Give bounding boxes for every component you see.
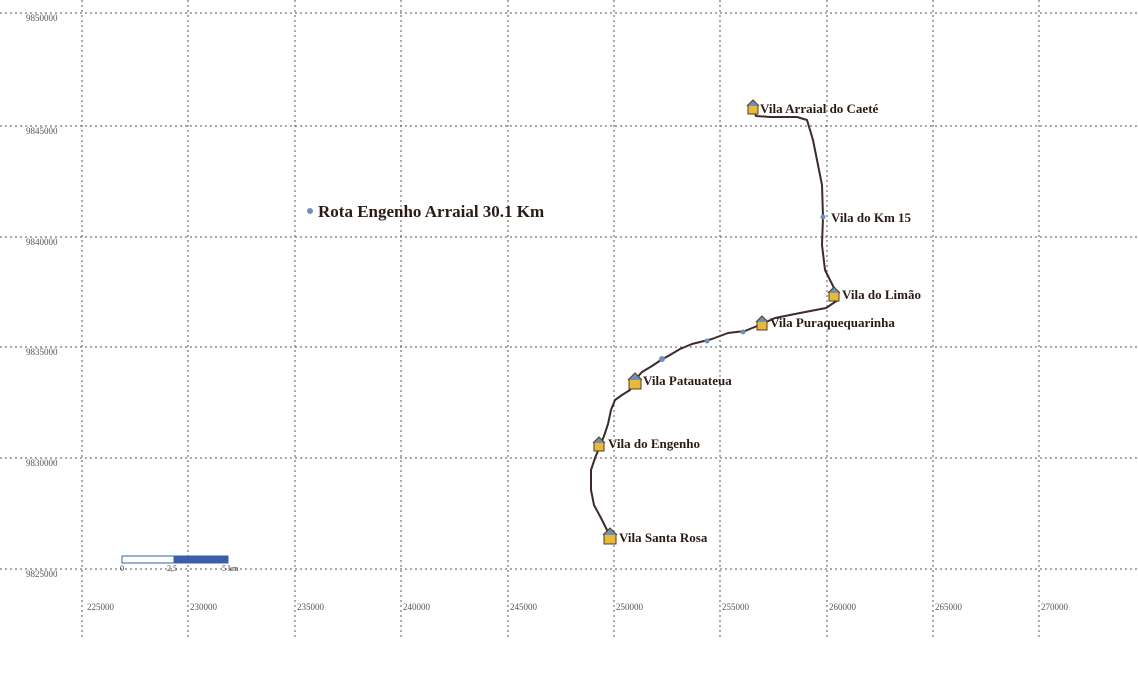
x-tick-label: 265000 — [935, 602, 963, 612]
scale-bar-label-0: 0 — [120, 564, 124, 573]
grid-horizontal — [0, 12, 1138, 570]
x-tick-label: 235000 — [297, 602, 325, 612]
route-title: Rota Engenho Arraial 30.1 Km — [318, 202, 544, 221]
y-tick-label: 9850000 — [26, 13, 58, 23]
x-tick-label: 245000 — [510, 602, 538, 612]
house-icon — [602, 527, 618, 545]
village-label-patauateua[interactable]: Vila Patauateua — [643, 373, 732, 388]
x-tick-label: 225000 — [87, 602, 115, 612]
village-labels: Vila Arraial do Caeté Vila do Km 15 Vila… — [608, 101, 921, 545]
y-tick-label: 9830000 — [26, 458, 58, 468]
house-icon — [592, 436, 606, 452]
village-label-puraquequarinha[interactable]: Vila Puraquequarinha — [770, 315, 895, 330]
village-label-santa-rosa[interactable]: Vila Santa Rosa — [619, 530, 708, 545]
waypoint-dot-icon — [820, 214, 826, 220]
scale-bar-segment-white — [121, 555, 175, 564]
x-tick-label: 230000 — [190, 602, 218, 612]
grid-vertical — [81, 0, 1040, 640]
scale-bar-label-2-5: 2,5 — [167, 564, 177, 573]
waypoint-dot-icon — [704, 338, 710, 344]
x-tick-label: 250000 — [616, 602, 644, 612]
y-tick-label: 9840000 — [26, 237, 58, 247]
scale-bar: 0 2,5 5 km — [120, 555, 239, 573]
house-icon — [746, 99, 760, 115]
x-axis-labels: 225000 230000 235000 240000 245000 25000… — [87, 602, 1069, 612]
scale-bar-segment-blue — [173, 555, 229, 564]
y-tick-label: 9845000 — [26, 126, 58, 136]
village-label-engenho[interactable]: Vila do Engenho — [608, 436, 700, 451]
village-markers — [592, 99, 841, 545]
village-label-limao[interactable]: Vila do Limão — [842, 287, 921, 302]
village-label-arraial-do-caete[interactable]: Vila Arraial do Caeté — [760, 101, 879, 116]
y-axis-labels: 9850000 9845000 9840000 9835000 9830000 … — [26, 13, 58, 579]
waypoint-dot-icon — [740, 329, 746, 335]
scale-bar-label-5km: 5 km — [222, 564, 239, 573]
y-tick-label: 9835000 — [26, 347, 58, 357]
x-tick-label: 240000 — [403, 602, 431, 612]
waypoint-dot-icon — [659, 356, 665, 362]
route-title-group: Rota Engenho Arraial 30.1 Km — [307, 202, 544, 221]
route-title-dot-icon — [307, 208, 313, 214]
route-waypoints — [596, 214, 826, 444]
x-tick-label: 270000 — [1041, 602, 1069, 612]
x-tick-label: 260000 — [829, 602, 857, 612]
house-icon — [627, 372, 643, 390]
house-icon — [827, 286, 841, 302]
house-icon — [755, 315, 769, 331]
village-label-km-15[interactable]: Vila do Km 15 — [831, 210, 912, 225]
x-tick-label: 255000 — [722, 602, 750, 612]
y-tick-label: 9825000 — [26, 569, 58, 579]
